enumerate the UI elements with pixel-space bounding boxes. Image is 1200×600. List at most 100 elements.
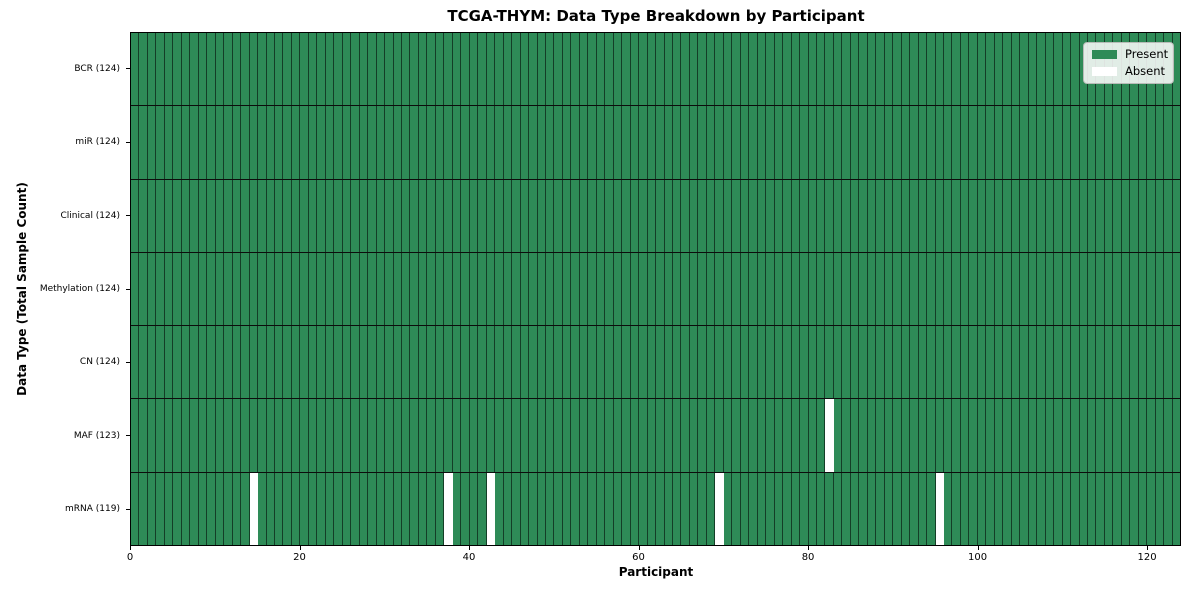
heatmap-cell [1087,179,1097,252]
heatmap-cell [656,252,665,326]
heatmap-cell [605,252,614,326]
heatmap-cell [766,326,775,399]
heatmap-cell [825,252,834,326]
heatmap-cell [952,326,961,399]
heatmap-cell [418,326,428,399]
heatmap-cell [1054,326,1063,399]
heatmap-cell [190,106,199,179]
heatmap-cell [207,179,216,252]
heatmap-cell [190,252,199,326]
heatmap-cell [1130,472,1139,545]
heatmap-cell [1121,399,1131,472]
y-tick-mark [126,141,130,143]
heatmap-cell [986,399,995,472]
heatmap-cell [783,106,792,179]
heatmap-cell [139,252,148,326]
heatmap-cell [833,326,843,399]
heatmap-cell [156,472,165,545]
heatmap-cell [664,106,673,179]
heatmap-cell [715,33,724,106]
present-swatch-icon [1092,50,1117,60]
heatmap-cell [308,472,318,545]
heatmap-cell [800,33,809,106]
heatmap-cell [986,326,995,399]
heatmap-cell [232,252,242,326]
heatmap-cell [740,326,750,399]
heatmap-cell [1096,472,1105,545]
heatmap-cell [342,472,352,545]
heatmap-cell [656,33,665,106]
heatmap-row-bcr [131,33,1181,107]
heatmap-cell [630,106,640,179]
heatmap-cell [800,472,809,545]
heatmap-cell [740,33,750,106]
heatmap-cell [757,179,767,252]
heatmap-cell [901,33,911,106]
heatmap-cell [376,326,386,399]
heatmap-cell [1138,326,1148,399]
heatmap-row-mrna [131,472,1181,545]
heatmap-cell [258,326,267,399]
heatmap-cell [444,472,453,545]
heatmap-cell [706,33,716,106]
heatmap-cell [689,252,699,326]
heatmap-cell [791,472,801,545]
heatmap-cell [613,326,623,399]
heatmap-cell [164,106,174,179]
heatmap-cell [478,252,487,326]
heatmap-cell [1113,179,1122,252]
heatmap-cell [706,399,716,472]
y-tick-mark [126,288,130,290]
heatmap-cell [545,33,555,106]
heatmap-cell [232,472,242,545]
heatmap-cell [910,326,919,399]
heatmap-cell [960,326,970,399]
heatmap-cell [876,399,885,472]
heatmap-cell [402,179,411,252]
heatmap-cell [241,472,250,545]
heatmap-cell [918,179,928,252]
heatmap-cell [630,326,640,399]
heatmap-cell [901,399,911,472]
heatmap-cell [766,106,775,179]
heatmap-cell [681,399,690,472]
heatmap-cell [1172,472,1181,545]
heatmap-cell [351,399,360,472]
heatmap-cell [241,326,250,399]
heatmap-cell [393,106,402,179]
heatmap-cell [393,179,402,252]
heatmap-cell [283,33,292,106]
heatmap-cell [393,399,402,472]
heatmap-cell [605,472,614,545]
heatmap-cell [283,399,292,472]
heatmap-cell [884,326,894,399]
heatmap-cell [639,326,648,399]
absent-swatch-icon [1092,66,1117,76]
heatmap-cell [486,399,496,472]
heatmap-cell [1155,106,1165,179]
heatmap-cell [1054,472,1063,545]
heatmap-cell [224,252,233,326]
heatmap-cell [444,179,453,252]
heatmap-cell [884,252,894,326]
heatmap-cell [588,472,597,545]
heatmap-cell [554,399,563,472]
heatmap-cell [207,33,216,106]
heatmap-cell [173,33,182,106]
heatmap-cell [732,472,741,545]
heatmap-cell [300,326,309,399]
heatmap-cell [893,472,902,545]
heatmap-cell [452,252,462,326]
heatmap-cell [766,252,775,326]
heatmap-cell [512,106,521,179]
heatmap-cell [469,106,479,179]
heatmap-cell [927,399,936,472]
heatmap-cell [698,179,707,252]
heatmap-cell [723,179,733,252]
heatmap-cell [385,399,394,472]
heatmap-cell [1138,106,1148,179]
heatmap-cell [689,399,699,472]
heatmap-cell [630,179,640,252]
heatmap-cell [486,33,496,106]
heatmap-cell [791,179,801,252]
